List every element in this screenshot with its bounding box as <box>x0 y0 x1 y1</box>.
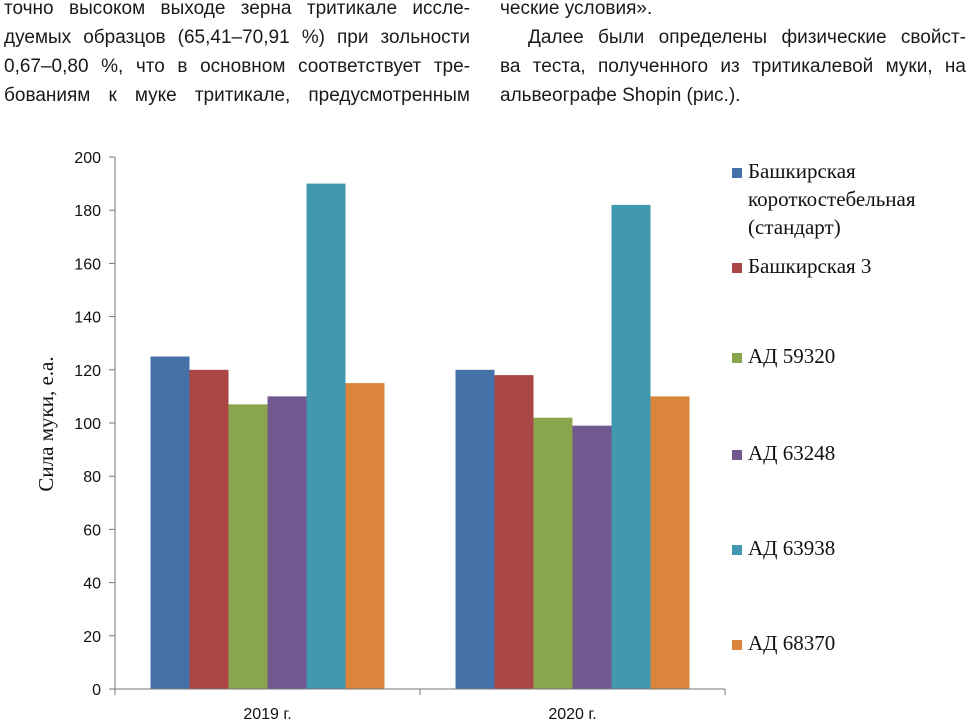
right-text-line: Далее были определены физические свойст- <box>528 27 966 48</box>
legend-label: (стандарт) <box>748 215 841 239</box>
y-tick-label: 140 <box>74 310 101 327</box>
bar <box>455 369 495 689</box>
bars-group <box>150 183 690 689</box>
legend-label: Башкирская 3 <box>748 254 871 278</box>
bar <box>345 383 385 689</box>
legend-swatch <box>732 263 742 273</box>
bar <box>306 183 346 689</box>
legend-swatch <box>732 353 742 363</box>
legend-label: Башкирская <box>748 159 856 183</box>
axes-group: 0 20 40 60 80 100 120 140 160 180 200 2019 г. 2020 г… <box>74 150 726 722</box>
legend-swatch <box>732 545 742 555</box>
left-text-line: дуемых образцов (65,41–70,91 %) при золь… <box>4 27 470 48</box>
left-text-line: 0,67–0,80 %, что в основном соответствуе… <box>4 56 470 77</box>
bar <box>650 396 690 689</box>
y-tick-label: 120 <box>74 363 101 380</box>
y-tick-label: 160 <box>74 256 101 273</box>
legend: Башкирская короткостебельная (стандарт) Баш… <box>732 159 916 655</box>
bar <box>533 417 573 689</box>
legend-swatch <box>732 640 742 650</box>
y-tick-label: 20 <box>83 629 101 646</box>
left-text-line: точно высоком выходе зерна тритикале исс… <box>4 0 470 19</box>
bar <box>572 425 612 689</box>
bar <box>189 369 229 689</box>
y-tick-label: 180 <box>74 203 101 220</box>
y-axis-label: Сила муки, е.а. <box>34 356 58 491</box>
bar <box>494 375 534 689</box>
legend-label: АД 63938 <box>748 536 835 560</box>
legend-label: АД 68370 <box>748 631 835 655</box>
y-tick-label: 100 <box>74 416 101 433</box>
left-text-column: точно высоком выходе зерна тритикале исс… <box>4 0 470 110</box>
left-text-line: бованиям к муке тритикале, предусмотренн… <box>4 85 470 106</box>
bar <box>150 356 190 689</box>
legend-swatch <box>732 168 742 178</box>
bar <box>267 396 307 689</box>
x-tick-label: 2019 г. <box>243 706 291 722</box>
bar <box>611 204 651 689</box>
legend-swatch <box>732 450 742 460</box>
y-tick-label: 0 <box>92 682 101 699</box>
legend-label: АД 63248 <box>748 441 835 465</box>
bar <box>228 404 268 689</box>
right-text-column: ческие условия». Далее были определены ф… <box>500 0 966 110</box>
y-tick-label: 40 <box>83 576 101 593</box>
right-text-line: альвеографе Shopin (рис.). <box>500 85 741 106</box>
right-text-line: ческие условия». <box>500 0 653 19</box>
legend-label: АД 59320 <box>748 344 835 368</box>
y-tick-label: 80 <box>83 469 101 486</box>
y-tick-label: 60 <box>83 522 101 539</box>
right-text-line: ва теста, полученного из тритикалевой му… <box>500 56 966 77</box>
y-tick-label: 200 <box>74 150 101 167</box>
x-tick-label: 2020 г. <box>548 706 596 722</box>
legend-label: короткостебельная <box>748 187 916 211</box>
